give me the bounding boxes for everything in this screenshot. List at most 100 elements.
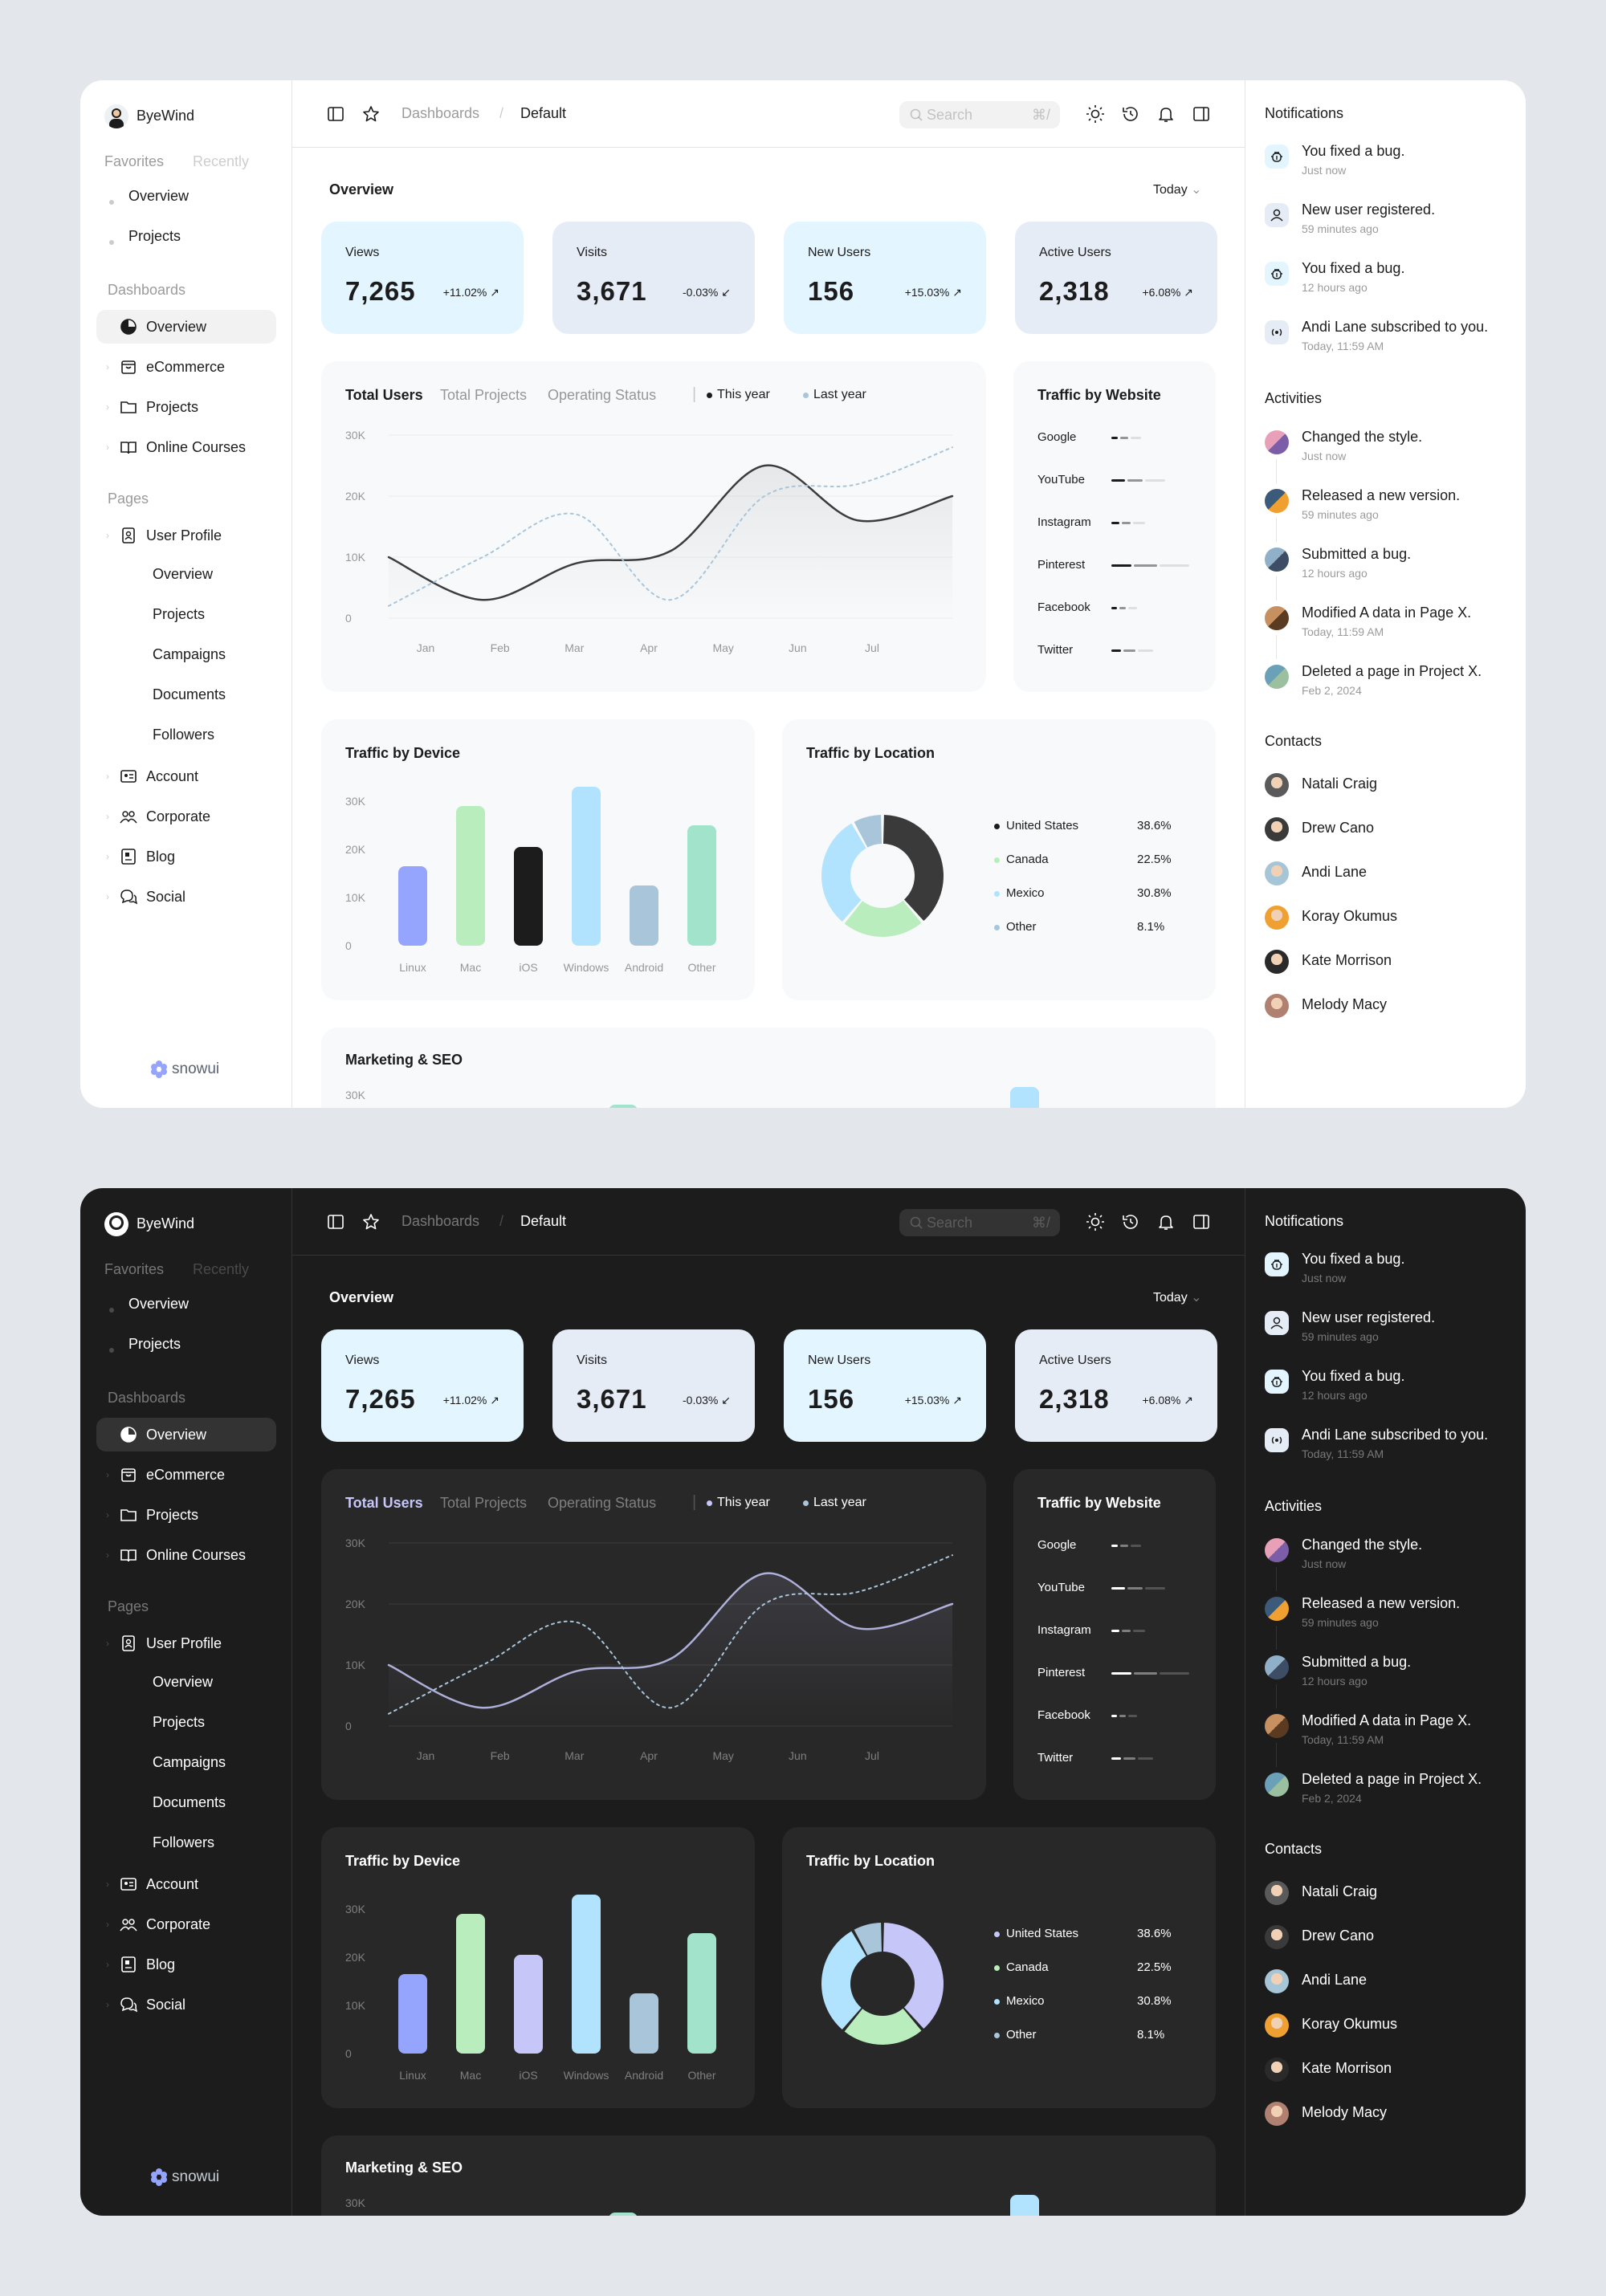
sidebar-item-online-courses[interactable]: › Online Courses bbox=[96, 1538, 276, 1572]
star-icon[interactable] bbox=[361, 104, 381, 124]
activity-item[interactable]: Deleted a page in Project X. Feb 2, 2024 bbox=[1265, 1769, 1522, 1818]
sidebar-item-social[interactable]: › Social bbox=[96, 1988, 276, 2021]
sidebar-item-account[interactable]: › Account bbox=[96, 1867, 276, 1901]
legend-label: Mexico bbox=[1006, 1994, 1045, 2008]
breadcrumb-default[interactable]: Default bbox=[520, 105, 567, 121]
tab-operating-status[interactable]: Operating Status bbox=[548, 1495, 657, 1511]
favorite-overview[interactable]: Overview bbox=[128, 188, 190, 204]
sidebar-sub-campaigns[interactable]: Campaigns bbox=[153, 1754, 226, 1770]
sidebar-item-user-profile[interactable]: › User Profile bbox=[96, 519, 276, 552]
toggle-sidebar-icon[interactable] bbox=[326, 1212, 345, 1231]
activity-item[interactable]: Submitted a bug. 12 hours ago bbox=[1265, 1652, 1522, 1708]
sidebar-item-online-courses[interactable]: › Online Courses bbox=[96, 430, 276, 464]
notification-item[interactable]: You fixed a bug. 12 hours ago bbox=[1265, 1366, 1522, 1415]
notification-item[interactable]: New user registered. 59 minutes ago bbox=[1265, 200, 1522, 248]
notification-text: New user registered. bbox=[1302, 202, 1436, 218]
breadcrumb-default[interactable]: Default bbox=[520, 1213, 567, 1229]
activity-item[interactable]: Modified A data in Page X. Today, 11:59 A… bbox=[1265, 603, 1522, 659]
tab-total-users[interactable]: Total Users bbox=[345, 1495, 423, 1511]
user-name[interactable]: ByeWind bbox=[137, 1215, 195, 1231]
sidebar-item-ecommerce[interactable]: › eCommerce bbox=[96, 1458, 276, 1492]
activity-item[interactable]: Submitted a bug. 12 hours ago bbox=[1265, 544, 1522, 600]
sun-icon[interactable] bbox=[1086, 1212, 1105, 1231]
contact-item[interactable]: Natali Craig bbox=[1265, 771, 1506, 800]
sidebar-sub-documents[interactable]: Documents bbox=[153, 686, 226, 702]
search-input[interactable]: Search ⌘/ bbox=[899, 1209, 1060, 1236]
user-avatar[interactable] bbox=[104, 1212, 128, 1236]
tab-favorites[interactable]: Favorites bbox=[104, 1261, 165, 1277]
breadcrumb-dashboards[interactable]: Dashboards bbox=[402, 1213, 480, 1229]
contact-item[interactable]: Natali Craig bbox=[1265, 1879, 1506, 1907]
contact-item[interactable]: Kate Morrison bbox=[1265, 2055, 1506, 2084]
contact-item[interactable]: Drew Cano bbox=[1265, 1923, 1506, 1952]
contact-item[interactable]: Kate Morrison bbox=[1265, 947, 1506, 976]
favorite-overview[interactable]: Overview bbox=[128, 1296, 190, 1312]
sidebar-sub-projects[interactable]: Projects bbox=[153, 1714, 206, 1730]
chevron-right-icon: › bbox=[106, 771, 109, 782]
sidebar-sub-overview[interactable]: Overview bbox=[153, 566, 214, 582]
tab-total-users[interactable]: Total Users bbox=[345, 387, 423, 403]
notification-item[interactable]: New user registered. 59 minutes ago bbox=[1265, 1308, 1522, 1356]
sidebar-item-corporate[interactable]: › Corporate bbox=[96, 800, 276, 833]
notification-item[interactable]: You fixed a bug. Just now bbox=[1265, 141, 1522, 189]
sidebar-item-blog[interactable]: › Blog bbox=[96, 840, 276, 873]
contact-item[interactable]: Drew Cano bbox=[1265, 815, 1506, 844]
toggle-sidebar-icon[interactable] bbox=[326, 104, 345, 124]
sidebar-item-projects[interactable]: › Projects bbox=[96, 1498, 276, 1532]
tab-operating-status[interactable]: Operating Status bbox=[548, 387, 657, 403]
history-icon[interactable] bbox=[1121, 104, 1140, 124]
favorite-projects[interactable]: Projects bbox=[128, 228, 181, 244]
bell-icon[interactable] bbox=[1156, 104, 1176, 124]
tab-recently[interactable]: Recently bbox=[193, 153, 250, 169]
contact-item[interactable]: Koray Okumus bbox=[1265, 2011, 1506, 2040]
sidebar-sub-followers[interactable]: Followers bbox=[153, 1834, 215, 1850]
activity-item[interactable]: Released a new version. 59 minutes ago bbox=[1265, 486, 1522, 542]
notification-item[interactable]: Andi Lane subscribed to you. Today, 11:59… bbox=[1265, 1425, 1522, 1473]
toggle-panel-icon[interactable] bbox=[1192, 104, 1211, 124]
activity-item[interactable]: Changed the style. Just now bbox=[1265, 1535, 1522, 1591]
tab-total-projects[interactable]: Total Projects bbox=[440, 387, 528, 403]
notification-item[interactable]: You fixed a bug. 12 hours ago bbox=[1265, 259, 1522, 307]
sidebar-sub-projects[interactable]: Projects bbox=[153, 606, 206, 622]
activity-item[interactable]: Modified A data in Page X. Today, 11:59 A… bbox=[1265, 1711, 1522, 1767]
sidebar-item-user-profile[interactable]: › User Profile bbox=[96, 1626, 276, 1660]
favorite-projects[interactable]: Projects bbox=[128, 1336, 181, 1352]
toggle-panel-icon[interactable] bbox=[1192, 1212, 1211, 1231]
sidebar-sub-followers[interactable]: Followers bbox=[153, 727, 215, 743]
activity-item[interactable]: Released a new version. 59 minutes ago bbox=[1265, 1594, 1522, 1650]
contact-item[interactable]: Andi Lane bbox=[1265, 859, 1506, 888]
sun-icon[interactable] bbox=[1086, 104, 1105, 124]
contact-item[interactable]: Melody Macy bbox=[1265, 991, 1506, 1020]
y-tick-label: 0 bbox=[345, 939, 352, 952]
user-name[interactable]: ByeWind bbox=[137, 108, 195, 124]
notification-item[interactable]: Andi Lane subscribed to you. Today, 11:59… bbox=[1265, 317, 1522, 365]
sidebar-item-social[interactable]: › Social bbox=[96, 880, 276, 914]
sidebar-item-account[interactable]: › Account bbox=[96, 759, 276, 793]
breadcrumb-dashboards[interactable]: Dashboards bbox=[402, 105, 480, 121]
sidebar-sub-overview[interactable]: Overview bbox=[153, 1674, 214, 1690]
sidebar-item-ecommerce[interactable]: › eCommerce bbox=[96, 350, 276, 384]
range-select[interactable]: Today ⌄ bbox=[1153, 1289, 1202, 1305]
tab-favorites[interactable]: Favorites bbox=[104, 153, 165, 169]
sidebar-item-overview[interactable]: Overview bbox=[96, 1418, 276, 1451]
contact-item[interactable]: Andi Lane bbox=[1265, 1967, 1506, 1996]
range-select[interactable]: Today ⌄ bbox=[1153, 181, 1202, 197]
contact-item[interactable]: Melody Macy bbox=[1265, 2099, 1506, 2128]
tab-recently[interactable]: Recently bbox=[193, 1261, 250, 1277]
sidebar-item-projects[interactable]: › Projects bbox=[96, 390, 276, 424]
star-icon[interactable] bbox=[361, 1212, 381, 1231]
bell-icon[interactable] bbox=[1156, 1212, 1176, 1231]
activity-item[interactable]: Changed the style. Just now bbox=[1265, 427, 1522, 483]
search-input[interactable]: Search ⌘/ bbox=[899, 101, 1060, 128]
sidebar-sub-documents[interactable]: Documents bbox=[153, 1794, 226, 1810]
tab-total-projects[interactable]: Total Projects bbox=[440, 1495, 528, 1511]
sidebar-item-blog[interactable]: › Blog bbox=[96, 1948, 276, 1981]
notification-item[interactable]: You fixed a bug. Just now bbox=[1265, 1249, 1522, 1297]
sidebar-item-corporate[interactable]: › Corporate bbox=[96, 1907, 276, 1941]
history-icon[interactable] bbox=[1121, 1212, 1140, 1231]
sidebar-sub-campaigns[interactable]: Campaigns bbox=[153, 646, 226, 662]
activity-item[interactable]: Deleted a page in Project X. Feb 2, 2024 bbox=[1265, 662, 1522, 710]
user-avatar[interactable] bbox=[104, 104, 128, 128]
sidebar-item-overview[interactable]: Overview bbox=[96, 310, 276, 344]
contact-item[interactable]: Koray Okumus bbox=[1265, 903, 1506, 932]
